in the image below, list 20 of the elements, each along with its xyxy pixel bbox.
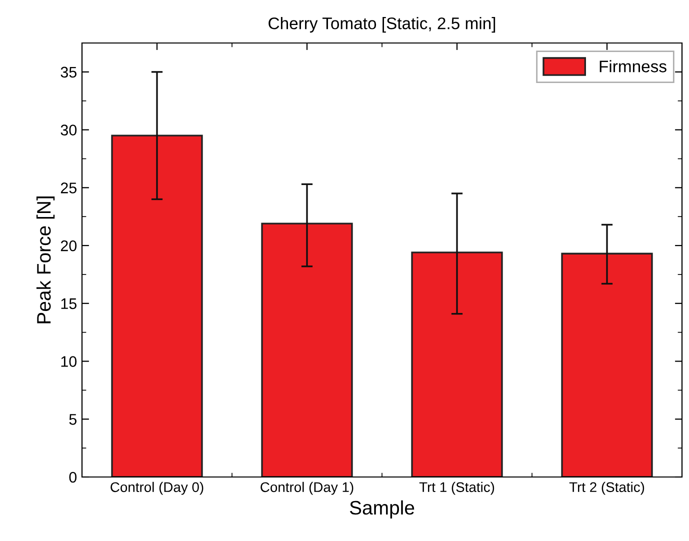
y-tick-label: 25: [60, 182, 76, 194]
chart-title: Cherry Tomato [Static, 2.5 min]: [268, 17, 496, 33]
x-tick-label: Control (Day 1): [260, 482, 354, 495]
x-tick-label: Control (Day 0): [110, 482, 204, 495]
y-axis-title: Peak Force [N]: [36, 196, 55, 324]
bar: [561, 252, 653, 477]
y-tick-label: 30: [60, 124, 77, 136]
bar: [111, 134, 203, 477]
bar: [411, 252, 503, 477]
bar: [261, 222, 353, 477]
legend-label: Firmness: [600, 60, 666, 72]
y-tick-label: 5: [69, 414, 76, 425]
y-tick-label: 20: [60, 240, 77, 252]
x-tick-label: Trt 1 (Static): [419, 482, 494, 495]
y-tick-label: 35: [60, 66, 76, 78]
y-tick-label: 15: [61, 298, 76, 310]
x-axis-title: Sample: [350, 500, 414, 518]
x-tick-label: Trt 2 (Static): [569, 482, 644, 495]
y-tick-label: 10: [61, 356, 77, 367]
y-tick-label: 0: [69, 472, 77, 483]
